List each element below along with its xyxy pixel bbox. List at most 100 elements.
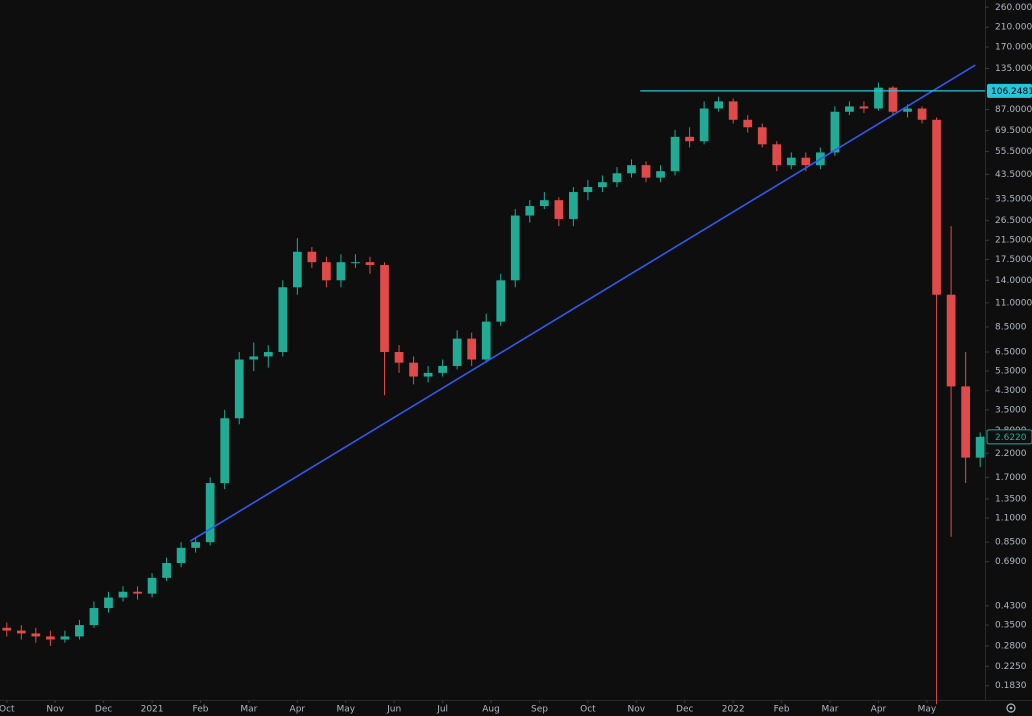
candle-body [452, 338, 462, 366]
candle-body [104, 597, 113, 609]
y-tick-label: 0.8500 [995, 538, 1027, 548]
candle-body [728, 101, 738, 120]
y-tick-label: 0.1830 [995, 681, 1027, 691]
candle-body [946, 294, 956, 387]
x-tick-label: Nov [46, 705, 64, 715]
y-tick-label: 8.5000 [995, 322, 1027, 332]
candle-body [263, 352, 273, 357]
candle-body [786, 157, 796, 166]
candle-body [147, 577, 157, 594]
candle-body [423, 372, 433, 377]
y-tick-label: 1.7000 [995, 473, 1027, 483]
y-tick-label: 170.0000 [995, 42, 1032, 52]
y-tick-label: 1.3500 [995, 494, 1027, 504]
candle-body [539, 200, 549, 207]
x-tick-label: Nov [628, 705, 646, 715]
candle-body [714, 101, 724, 109]
candle-body [365, 262, 375, 265]
candle-body [351, 262, 360, 264]
candle-body [612, 173, 622, 183]
candle-body [510, 215, 520, 281]
candle-body [89, 608, 99, 626]
y-tick-label: 43.5000 [995, 170, 1032, 180]
candle-body [394, 352, 404, 363]
candle-body [176, 547, 186, 564]
settings-icon[interactable] [1006, 703, 1016, 713]
candle-body [757, 127, 767, 145]
candle-body [322, 262, 331, 281]
candle-body [641, 165, 651, 178]
candle-body [830, 111, 840, 153]
candle-body [467, 338, 477, 360]
candle-body [699, 108, 709, 142]
candle-body [75, 625, 84, 637]
candle-body [133, 591, 142, 594]
y-tick-label: 55.5000 [995, 147, 1032, 157]
candle-body [743, 119, 753, 128]
candle-body [685, 136, 694, 142]
x-tick-label: Apr [871, 705, 887, 715]
candle-body [380, 264, 389, 353]
candle-body [16, 630, 26, 634]
x-tick-label: Sep [531, 705, 548, 715]
candle-body [888, 87, 898, 112]
candle-body [191, 542, 201, 548]
candle-body [60, 636, 70, 640]
x-tick-label: Mar [822, 705, 839, 715]
y-tick-label: 3.5000 [995, 405, 1027, 415]
x-tick-label: May [918, 705, 937, 715]
y-tick-label: 260.0000 [995, 3, 1032, 13]
candle-body [627, 165, 636, 174]
y-tick-label: 69.5000 [995, 126, 1032, 136]
price-line-label: 106.2481 [991, 87, 1032, 97]
y-tick-label: 87.0000 [995, 105, 1032, 115]
x-tick-label: Jul [436, 705, 448, 715]
x-tick-label: Jun [386, 705, 401, 715]
plot-area [2, 64, 985, 705]
candle-body [46, 636, 55, 640]
y-tick-label: 0.3500 [995, 621, 1027, 631]
candle-body [975, 436, 985, 458]
x-tick-label: Aug [482, 705, 500, 715]
price-line-label-box [987, 83, 1032, 98]
y-tick-label: 21.5000 [995, 236, 1032, 246]
x-tick-label: Feb [774, 705, 790, 715]
candle-body [525, 206, 535, 216]
y-tick-label: 1.1000 [995, 514, 1027, 524]
candle-body [278, 287, 288, 353]
candle-body [234, 359, 244, 419]
x-tick-label: Oct [0, 705, 15, 715]
candle-body [903, 108, 912, 112]
settings-gear[interactable] [1006, 703, 1016, 713]
last-price-label-box [986, 429, 1032, 445]
candle-body [961, 386, 970, 458]
candle-body [845, 106, 854, 112]
last-price-label: 2.6220 [995, 433, 1027, 443]
candle-body [569, 192, 578, 219]
y-tick-label: 14.0000 [995, 276, 1032, 286]
settings-gear-center[interactable] [1009, 706, 1013, 710]
candle-body [307, 251, 317, 263]
candle-body [554, 200, 564, 219]
x-tick-label: Dec [95, 705, 112, 715]
candle-body [583, 186, 593, 193]
candle-body [31, 633, 41, 637]
y-tick-label: 2.2000 [995, 449, 1027, 459]
x-tick-label: May [336, 705, 355, 715]
candle-body [220, 418, 230, 484]
candle-body [772, 144, 782, 166]
y-tick-label: 0.4300 [995, 601, 1027, 611]
candle-body [2, 627, 12, 631]
candle-body [656, 171, 665, 178]
y-tick-label: 0.2800 [995, 641, 1027, 651]
y-tick-label: 5.3000 [995, 367, 1027, 377]
x-tick-label: 2021 [141, 705, 164, 715]
y-tick-label: 17.5000 [995, 255, 1032, 265]
y-tick-label: 33.5000 [995, 194, 1032, 204]
candle-body [292, 251, 302, 288]
y-tick-label: 6.5000 [995, 348, 1027, 358]
candle-body [917, 108, 927, 120]
